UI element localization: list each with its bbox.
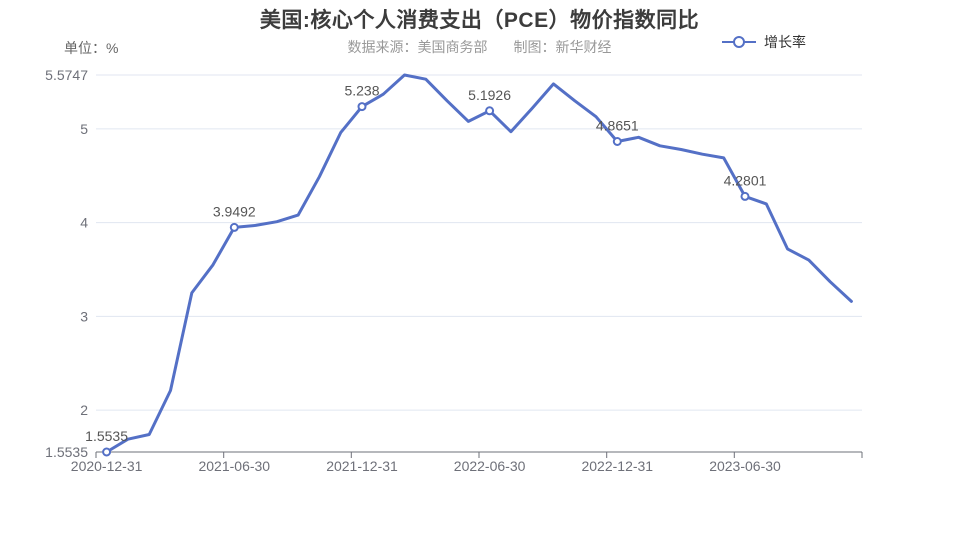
x-tick-label: 2022-12-31	[581, 458, 653, 474]
chart-title: 美国:核心个人消费支出（PCE）物价指数同比	[259, 9, 700, 32]
data-point-label: 5.1926	[468, 87, 511, 103]
y-tick-label: 5.5747	[45, 67, 88, 83]
x-tick-label: 2021-06-30	[198, 458, 270, 474]
data-point-marker[interactable]	[740, 191, 750, 201]
data-point-label: 4.2801	[724, 172, 767, 188]
data-point-label: 5.238	[344, 83, 379, 99]
x-tick-label: 2021-12-31	[326, 458, 398, 474]
y-tick-label: 5	[80, 121, 88, 137]
y-tick-label: 3	[80, 308, 88, 324]
legend-item-growth-rate[interactable]: 增长率	[720, 32, 806, 52]
legend-label: 增长率	[764, 34, 806, 50]
y-tick-label: 4	[80, 215, 88, 231]
y-axis-unit-label: 单位：%	[64, 40, 119, 56]
data-point-label: 3.9492	[213, 203, 256, 219]
x-tick-label: 2022-06-30	[454, 458, 526, 474]
legend-line-marker-icon	[722, 36, 756, 48]
data-point-marker[interactable]	[102, 447, 112, 457]
chart-maker-label: 制图：新华财经	[513, 39, 612, 55]
y-tick-label: 1.5535	[45, 444, 88, 460]
data-point-label: 4.8651	[596, 118, 639, 134]
x-tick-label: 2020-12-31	[71, 458, 143, 474]
data-point-marker[interactable]	[485, 106, 495, 116]
data-point-marker[interactable]	[229, 222, 239, 232]
data-point-marker[interactable]	[612, 137, 622, 146]
chart-subtitle: 数据来源：美国商务部 制图：新华财经	[0, 37, 959, 57]
data-point-label: 1.5535	[85, 428, 128, 444]
data-source-label: 数据来源：美国商务部	[347, 39, 488, 55]
data-point-marker[interactable]	[357, 102, 367, 112]
x-tick-label: 2023-06-30	[709, 458, 781, 474]
series-line-growth-rate	[105, 73, 853, 454]
y-tick-label: 2	[80, 402, 88, 418]
